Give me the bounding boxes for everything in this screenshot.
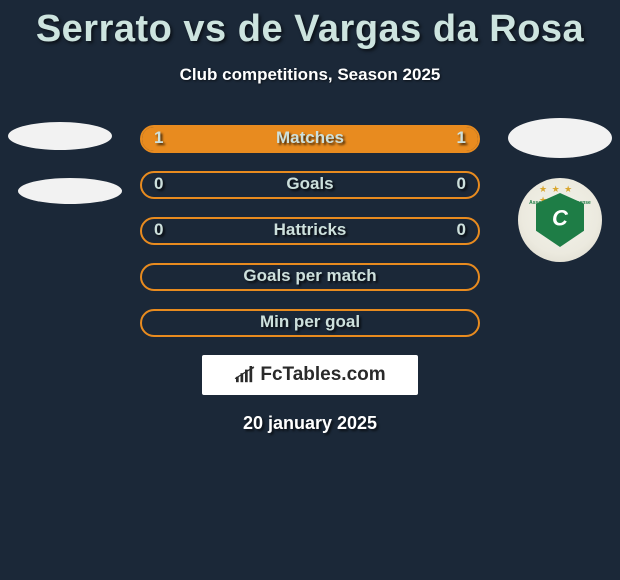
stat-row: Matches 1 1 xyxy=(0,125,620,157)
date-label: 20 january 2025 xyxy=(0,413,620,434)
page-subtitle: Club competitions, Season 2025 xyxy=(0,65,620,85)
stat-right-value: 0 xyxy=(457,174,466,194)
stat-left-value: 1 xyxy=(154,128,163,148)
stat-label: Goals xyxy=(286,174,333,194)
stat-left-value: 0 xyxy=(154,174,163,194)
stat-right-value: 1 xyxy=(457,128,466,148)
stat-label: Min per goal xyxy=(260,312,360,332)
stat-row: Goals 0 0 xyxy=(0,171,620,203)
bar-chart-icon xyxy=(234,366,256,384)
stat-row: Hattricks 0 0 xyxy=(0,217,620,249)
stat-row: Min per goal xyxy=(0,309,620,341)
stat-label: Matches xyxy=(276,128,344,148)
stat-right-value: 0 xyxy=(457,220,466,240)
stat-row: Goals per match xyxy=(0,263,620,295)
stat-label: Goals per match xyxy=(243,266,376,286)
stat-left-value: 0 xyxy=(154,220,163,240)
page-title: Serrato vs de Vargas da Rosa xyxy=(0,0,620,51)
stat-label: Hattricks xyxy=(274,220,347,240)
stats-container: Matches 1 1 Goals 0 0 Hattricks 0 0 Goals per mat… xyxy=(0,125,620,341)
fctables-logo: FcTables.com xyxy=(202,355,418,395)
fctables-logo-text: FcTables.com xyxy=(260,364,385,386)
